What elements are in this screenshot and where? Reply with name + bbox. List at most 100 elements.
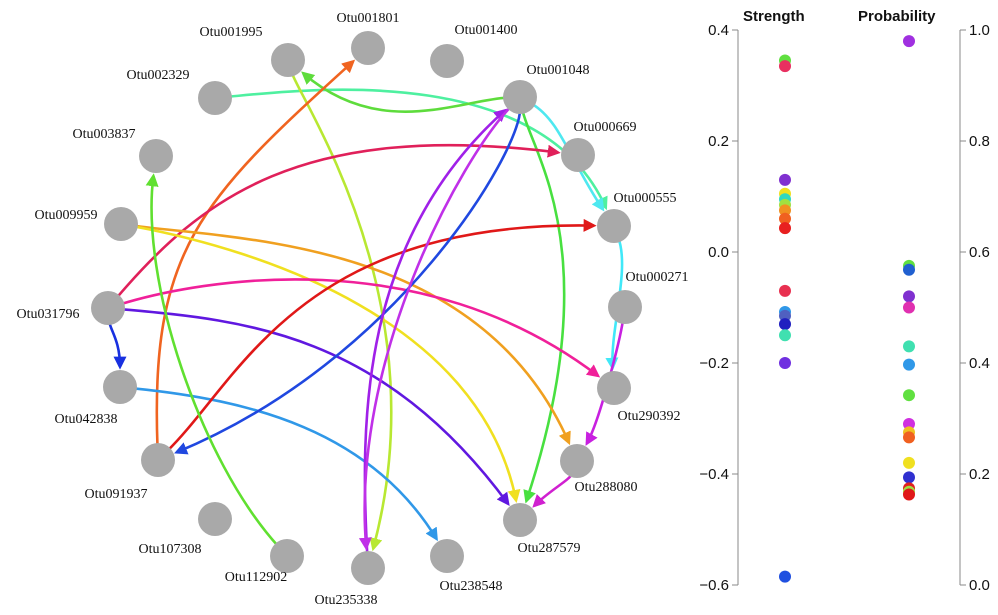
node-Otu290392: Otu290392	[597, 371, 681, 424]
strength-title: Strength	[743, 8, 805, 25]
node-circle	[597, 371, 631, 405]
node-label: Otu235338	[315, 593, 378, 608]
probability-dot	[903, 488, 915, 501]
probability-dot	[903, 340, 915, 353]
node-circle	[561, 138, 595, 172]
strength-tick-label: 0.2	[708, 133, 729, 150]
node-Otu009959: Otu009959	[35, 207, 138, 241]
node-circle	[103, 370, 137, 404]
node-label: Otu001048	[527, 63, 590, 78]
strength-tick-label: −0.2	[699, 355, 729, 372]
strength-tick-label: 0.4	[708, 22, 729, 39]
node-Otu091937: Otu091937	[85, 443, 175, 502]
node-circle	[560, 444, 594, 478]
node-circle	[198, 502, 232, 536]
edge-Otu001995-to-Otu235338	[290, 72, 393, 552]
probability-tick-label: 0.0	[969, 577, 990, 594]
node-circle	[430, 539, 464, 573]
nodes-layer: Otu001801 Otu001400 Otu001995 Otu001048 Otu0…	[17, 11, 689, 608]
edge-Otu009959-to-Otu287579	[133, 225, 521, 503]
node-Otu001995: Otu001995	[200, 25, 305, 77]
edge-Otu001048-to-Otu235338	[358, 105, 512, 551]
strength-dot	[779, 309, 791, 322]
node-label: Otu009959	[35, 208, 98, 223]
node-circle	[271, 43, 305, 77]
node-label: Otu042838	[55, 412, 118, 427]
probability-tick-label: 0.6	[969, 244, 990, 261]
node-label: Otu000669	[574, 120, 637, 135]
probability-axis: 1.0 0.8 0.6 0.4 0.2 0.0	[959, 22, 990, 594]
probability-dot	[903, 290, 915, 303]
node-circle	[270, 539, 304, 573]
node-Otu000669: Otu000669	[561, 120, 637, 172]
node-label: Otu112902	[225, 570, 287, 585]
node-label: Otu238548	[440, 579, 503, 594]
probability-dot	[903, 389, 915, 402]
probability-dots	[903, 35, 915, 501]
node-Otu001400: Otu001400	[430, 23, 518, 78]
edge-Otu031796-to-Otu042838	[107, 320, 127, 370]
node-label: Otu001995	[200, 25, 263, 40]
probability-dot	[903, 418, 915, 431]
strength-dot	[779, 357, 791, 369]
node-Otu002329: Otu002329	[127, 68, 232, 115]
node-Otu001801: Otu001801	[337, 11, 400, 65]
strength-tick-label: −0.4	[699, 466, 729, 483]
node-label: Otu001400	[455, 23, 518, 38]
strength-tick-label: 0.0	[708, 244, 729, 261]
node-Otu287579: Otu287579	[503, 503, 581, 556]
node-circle	[430, 44, 464, 78]
edge-Otu042838-to-Otu238548	[132, 387, 438, 542]
node-Otu001048: Otu001048	[503, 63, 590, 114]
edge-Otu031796-to-Otu290392	[120, 278, 601, 378]
node-circle	[139, 139, 173, 173]
edge-Otu001048-to-Otu287579	[521, 109, 566, 504]
strength-dot	[779, 284, 791, 297]
node-label: Otu290392	[618, 409, 681, 424]
node-circle	[503, 503, 537, 537]
node-circle	[503, 80, 537, 114]
node-label: Otu002329	[127, 68, 190, 83]
strength-dot	[779, 173, 791, 186]
node-label: Otu031796	[17, 307, 80, 322]
probability-title: Probability	[858, 8, 936, 25]
edge-Otu031796-to-Otu000669	[115, 143, 561, 299]
node-Otu238548: Otu238548	[430, 539, 503, 594]
node-Otu000271: Otu000271	[608, 270, 689, 324]
node-Otu235338: Otu235338	[315, 551, 385, 608]
node-label: Otu288080	[575, 480, 638, 495]
node-circle	[351, 551, 385, 585]
probability-tick-label: 0.8	[969, 133, 990, 150]
node-circle	[141, 443, 175, 477]
probability-dot	[903, 35, 915, 48]
node-Otu288080: Otu288080	[560, 444, 638, 495]
edge-Otu112902-to-Otu003837	[145, 173, 280, 548]
node-label: Otu107308	[139, 542, 202, 557]
strength-dots	[779, 54, 791, 583]
node-label: Otu001801	[337, 11, 400, 26]
node-label: Otu003837	[73, 127, 136, 142]
node-circle	[351, 31, 385, 65]
node-label: Otu091937	[85, 487, 148, 502]
node-Otu107308: Otu107308	[139, 502, 232, 557]
strength-dot	[779, 204, 791, 217]
node-circle	[91, 291, 125, 325]
edge-Otu009959-to-Otu288080	[133, 224, 571, 446]
edge-Otu288080-to-Otu287579	[532, 472, 574, 508]
probability-dot	[903, 301, 915, 314]
node-Otu112902: Otu112902	[225, 539, 304, 585]
node-Otu000555: Otu000555	[597, 191, 677, 243]
strength-dot	[779, 60, 791, 73]
node-label: Otu000555	[614, 191, 677, 206]
strength-dot	[779, 212, 791, 225]
probability-tick-label: 1.0	[969, 22, 990, 39]
probability-tick-label: 0.2	[969, 466, 990, 483]
probability-dot	[903, 471, 915, 484]
probability-dot	[903, 431, 915, 444]
strength-dot	[779, 570, 791, 583]
probability-dot	[903, 358, 915, 371]
edge-Otu001048-to-Otu091937	[174, 109, 522, 455]
strength-dot	[779, 329, 791, 342]
node-label: Otu000271	[626, 270, 689, 285]
